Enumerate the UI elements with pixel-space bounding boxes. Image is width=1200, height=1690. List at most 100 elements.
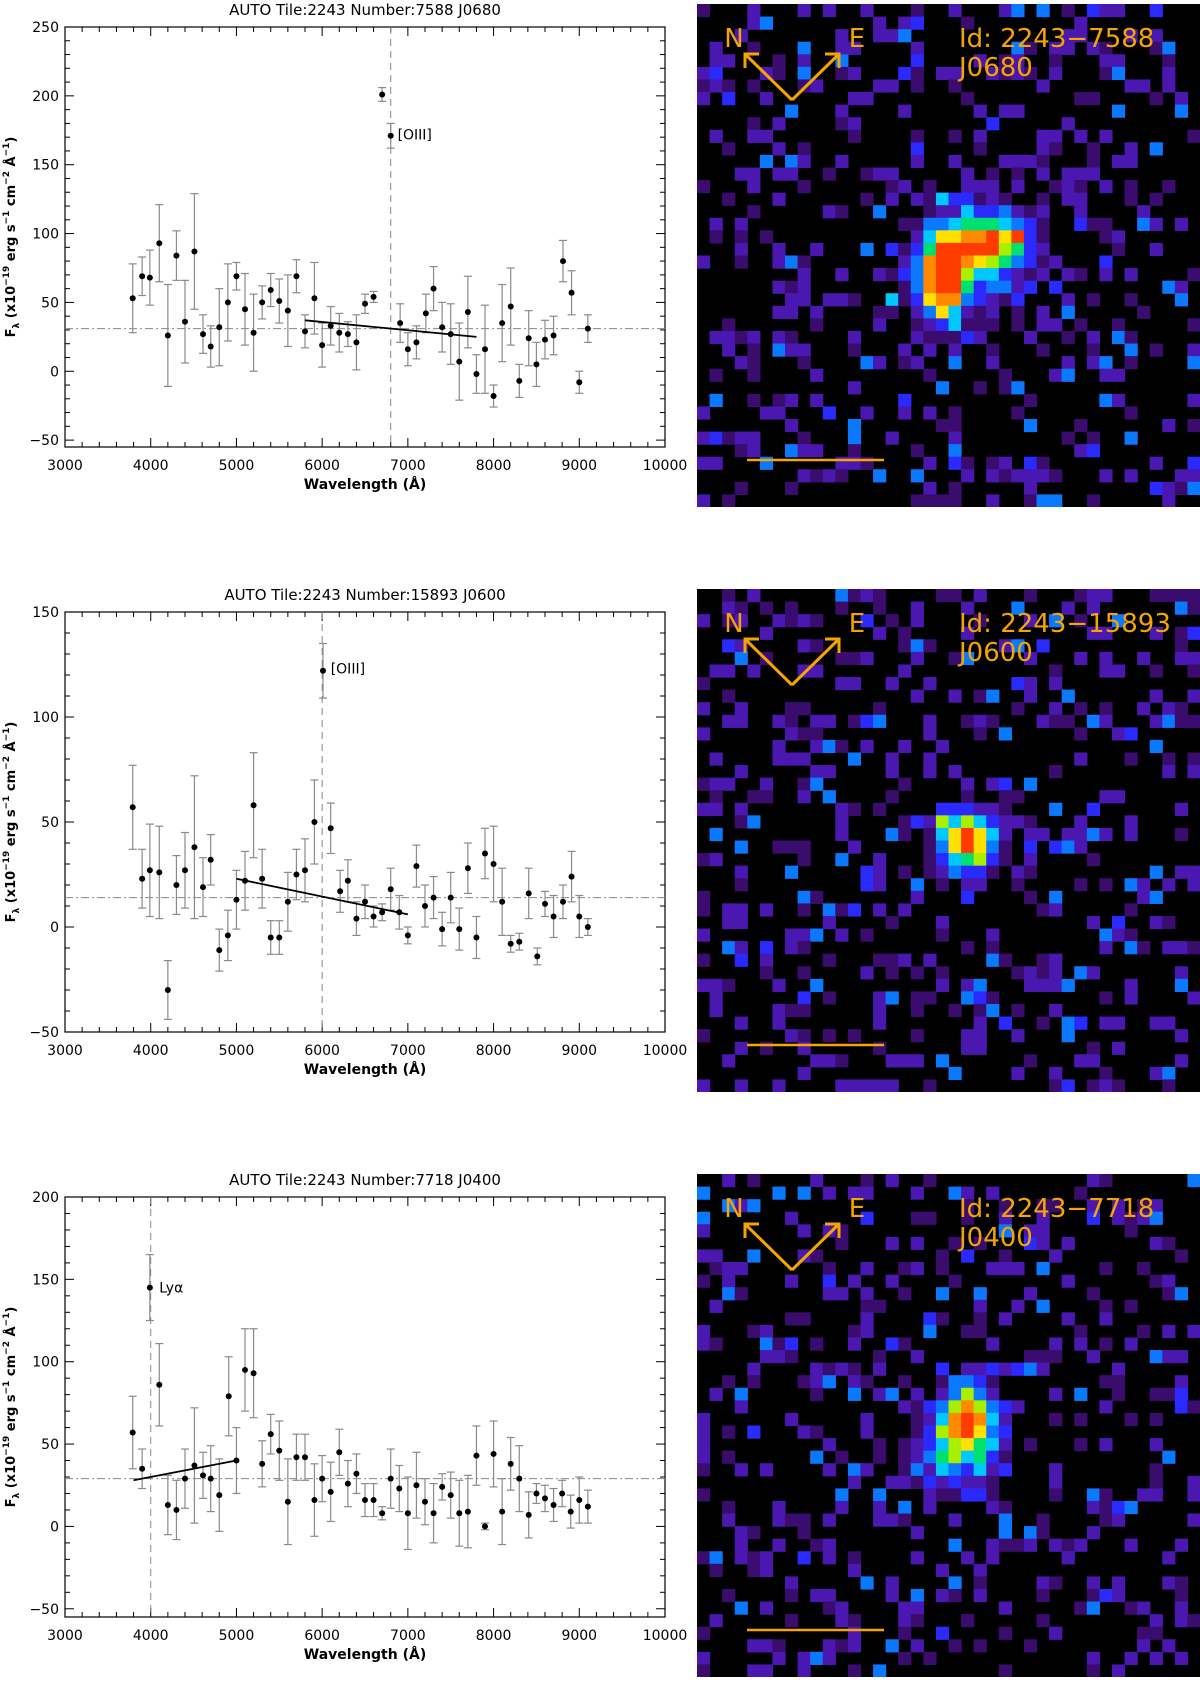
image-pixel	[797, 1312, 811, 1326]
image-pixel	[847, 802, 862, 816]
image-pixel	[898, 626, 912, 640]
image-pixel	[998, 1626, 1012, 1640]
image-pixel	[961, 1475, 975, 1489]
data-point	[473, 371, 480, 378]
image-pixel	[961, 853, 975, 867]
image-pixel	[1187, 689, 1200, 703]
image-pixel	[847, 1563, 862, 1577]
image-pixel	[1111, 1199, 1126, 1213]
image-pixel	[847, 1639, 862, 1653]
data-point	[327, 825, 334, 832]
image-pixel	[810, 664, 824, 678]
image-pixel	[910, 217, 924, 231]
data-point	[293, 273, 300, 280]
x-axis-label: Wavelength (Å)	[304, 476, 426, 493]
image-pixel	[923, 330, 937, 345]
image-pixel	[835, 293, 849, 307]
image-pixel	[961, 268, 975, 282]
image-pixel	[1111, 664, 1126, 678]
image-pixel	[961, 1425, 975, 1439]
image-pixel	[1111, 318, 1126, 332]
y-tick-label: −50	[29, 1602, 59, 1618]
image-pixel	[1111, 393, 1126, 407]
image-pixel	[961, 714, 975, 728]
north-arrow-head	[743, 1222, 759, 1238]
image-pixel	[998, 280, 1012, 294]
image-pixel	[1074, 1016, 1088, 1030]
image-pixel	[822, 167, 836, 181]
image-pixel	[709, 66, 723, 81]
data-point	[200, 884, 206, 891]
x-tick-label: 8000	[476, 458, 512, 474]
image-pixel	[961, 456, 975, 470]
image-pixel	[1099, 393, 1113, 407]
image-pixel	[885, 1576, 899, 1590]
image-pixel	[722, 192, 736, 206]
image-pixel	[772, 1639, 786, 1653]
image-pixel	[961, 180, 975, 194]
image-pixel	[961, 890, 975, 904]
image-pixel	[1111, 242, 1126, 257]
image-pixel	[910, 268, 924, 282]
image-pixel	[847, 1387, 862, 1401]
image-pixel	[935, 739, 950, 754]
image-pixel	[722, 1425, 736, 1439]
image-pixel	[722, 1174, 736, 1188]
data-point	[242, 306, 248, 313]
image-pixel	[697, 1651, 711, 1666]
image-pixel	[1036, 217, 1050, 231]
image-pixel	[847, 1337, 862, 1351]
image-pixel	[910, 356, 924, 370]
data-point	[422, 903, 428, 909]
image-pixel	[986, 1438, 1000, 1452]
image-pixel	[835, 1614, 849, 1628]
image-pixel	[772, 1186, 786, 1200]
image-pixel	[1149, 664, 1163, 678]
image-pixel	[797, 1003, 811, 1018]
image-pixel	[1099, 1066, 1113, 1081]
data-point	[516, 377, 523, 384]
data-point	[293, 1454, 300, 1461]
image-pixel	[948, 1274, 962, 1288]
image-pixel	[1174, 481, 1189, 496]
image-pixel	[1049, 368, 1063, 382]
image-pixel	[998, 790, 1012, 804]
image-pixel	[1011, 54, 1025, 68]
image-pixel	[973, 865, 987, 879]
image-pixel	[1111, 154, 1126, 169]
image-pixel	[1137, 1601, 1151, 1615]
data-point	[267, 934, 274, 941]
image-pixel	[759, 456, 774, 470]
image-pixel	[961, 1463, 975, 1477]
chart-title: AUTO Tile:2243 Number:7718 J0400	[229, 1171, 501, 1189]
image-pixel	[961, 1438, 975, 1452]
image-pixel	[973, 1324, 987, 1339]
y-tick-label: 150	[32, 1272, 59, 1288]
data-point	[413, 1482, 420, 1489]
y-tick-label: 50	[41, 1437, 59, 1453]
image-pixel	[1011, 293, 1025, 307]
data-point	[542, 900, 548, 907]
image-pixel	[734, 230, 748, 244]
image-pixel	[734, 1387, 748, 1401]
image-pixel	[961, 1324, 975, 1339]
y-tick-label: 150	[32, 605, 59, 621]
image-pixel	[810, 1249, 824, 1263]
north-arrow-shaft	[743, 637, 794, 687]
image-pixel	[709, 1387, 723, 1401]
image-pixel	[986, 1337, 1000, 1351]
image-pixel	[1187, 941, 1200, 955]
image-pixel	[1099, 827, 1113, 842]
image-pixel	[948, 431, 962, 445]
image-pixel	[785, 343, 799, 357]
image-pixel	[1162, 1576, 1176, 1590]
image-pixel	[1162, 66, 1176, 81]
image-pixel	[935, 66, 950, 81]
image-pixel	[1124, 268, 1138, 282]
image-pixel	[873, 268, 887, 282]
image-pixel	[1061, 41, 1075, 55]
data-point	[320, 667, 326, 674]
image-pixel	[1074, 815, 1088, 829]
data-point	[370, 1497, 377, 1504]
data-point	[525, 890, 532, 897]
